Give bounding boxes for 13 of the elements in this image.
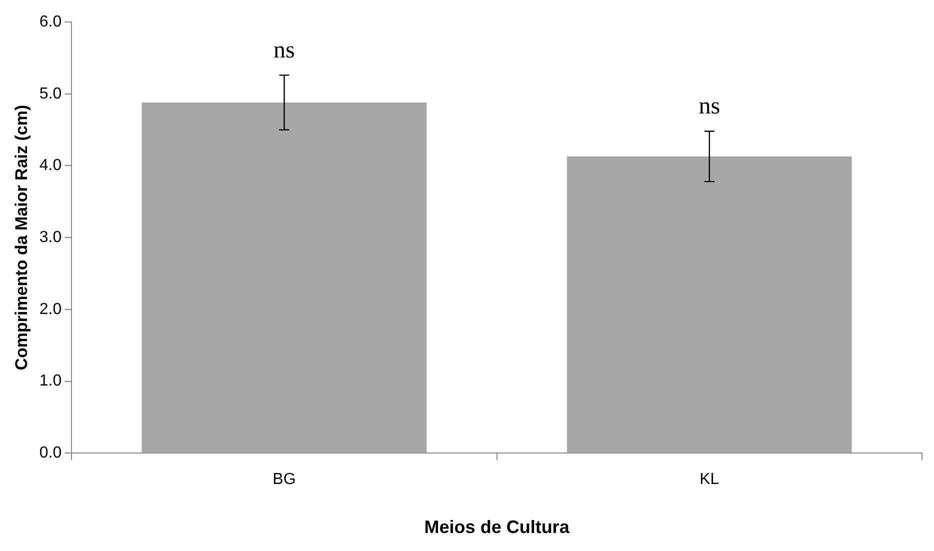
y-tick-label: 6.0: [39, 13, 62, 30]
annotation: ns: [274, 37, 295, 64]
y-tick-label: 1.0: [39, 372, 62, 390]
y-tick-label: 4.0: [39, 157, 62, 174]
y-tick-label: 5.0: [39, 85, 62, 102]
y-tick-label: 0.0: [39, 444, 62, 462]
x-axis-title: Meios de Cultura: [424, 517, 570, 538]
annotation: ns: [698, 94, 720, 120]
y-tick-label: 2.0: [39, 300, 62, 318]
y-axis-title: Comprimento da Maior Raiz (cm): [12, 104, 31, 370]
y-tick-label: 3.0: [39, 229, 62, 246]
x-tick-label: KL: [700, 471, 720, 488]
x-tick-label: BG: [272, 471, 296, 488]
